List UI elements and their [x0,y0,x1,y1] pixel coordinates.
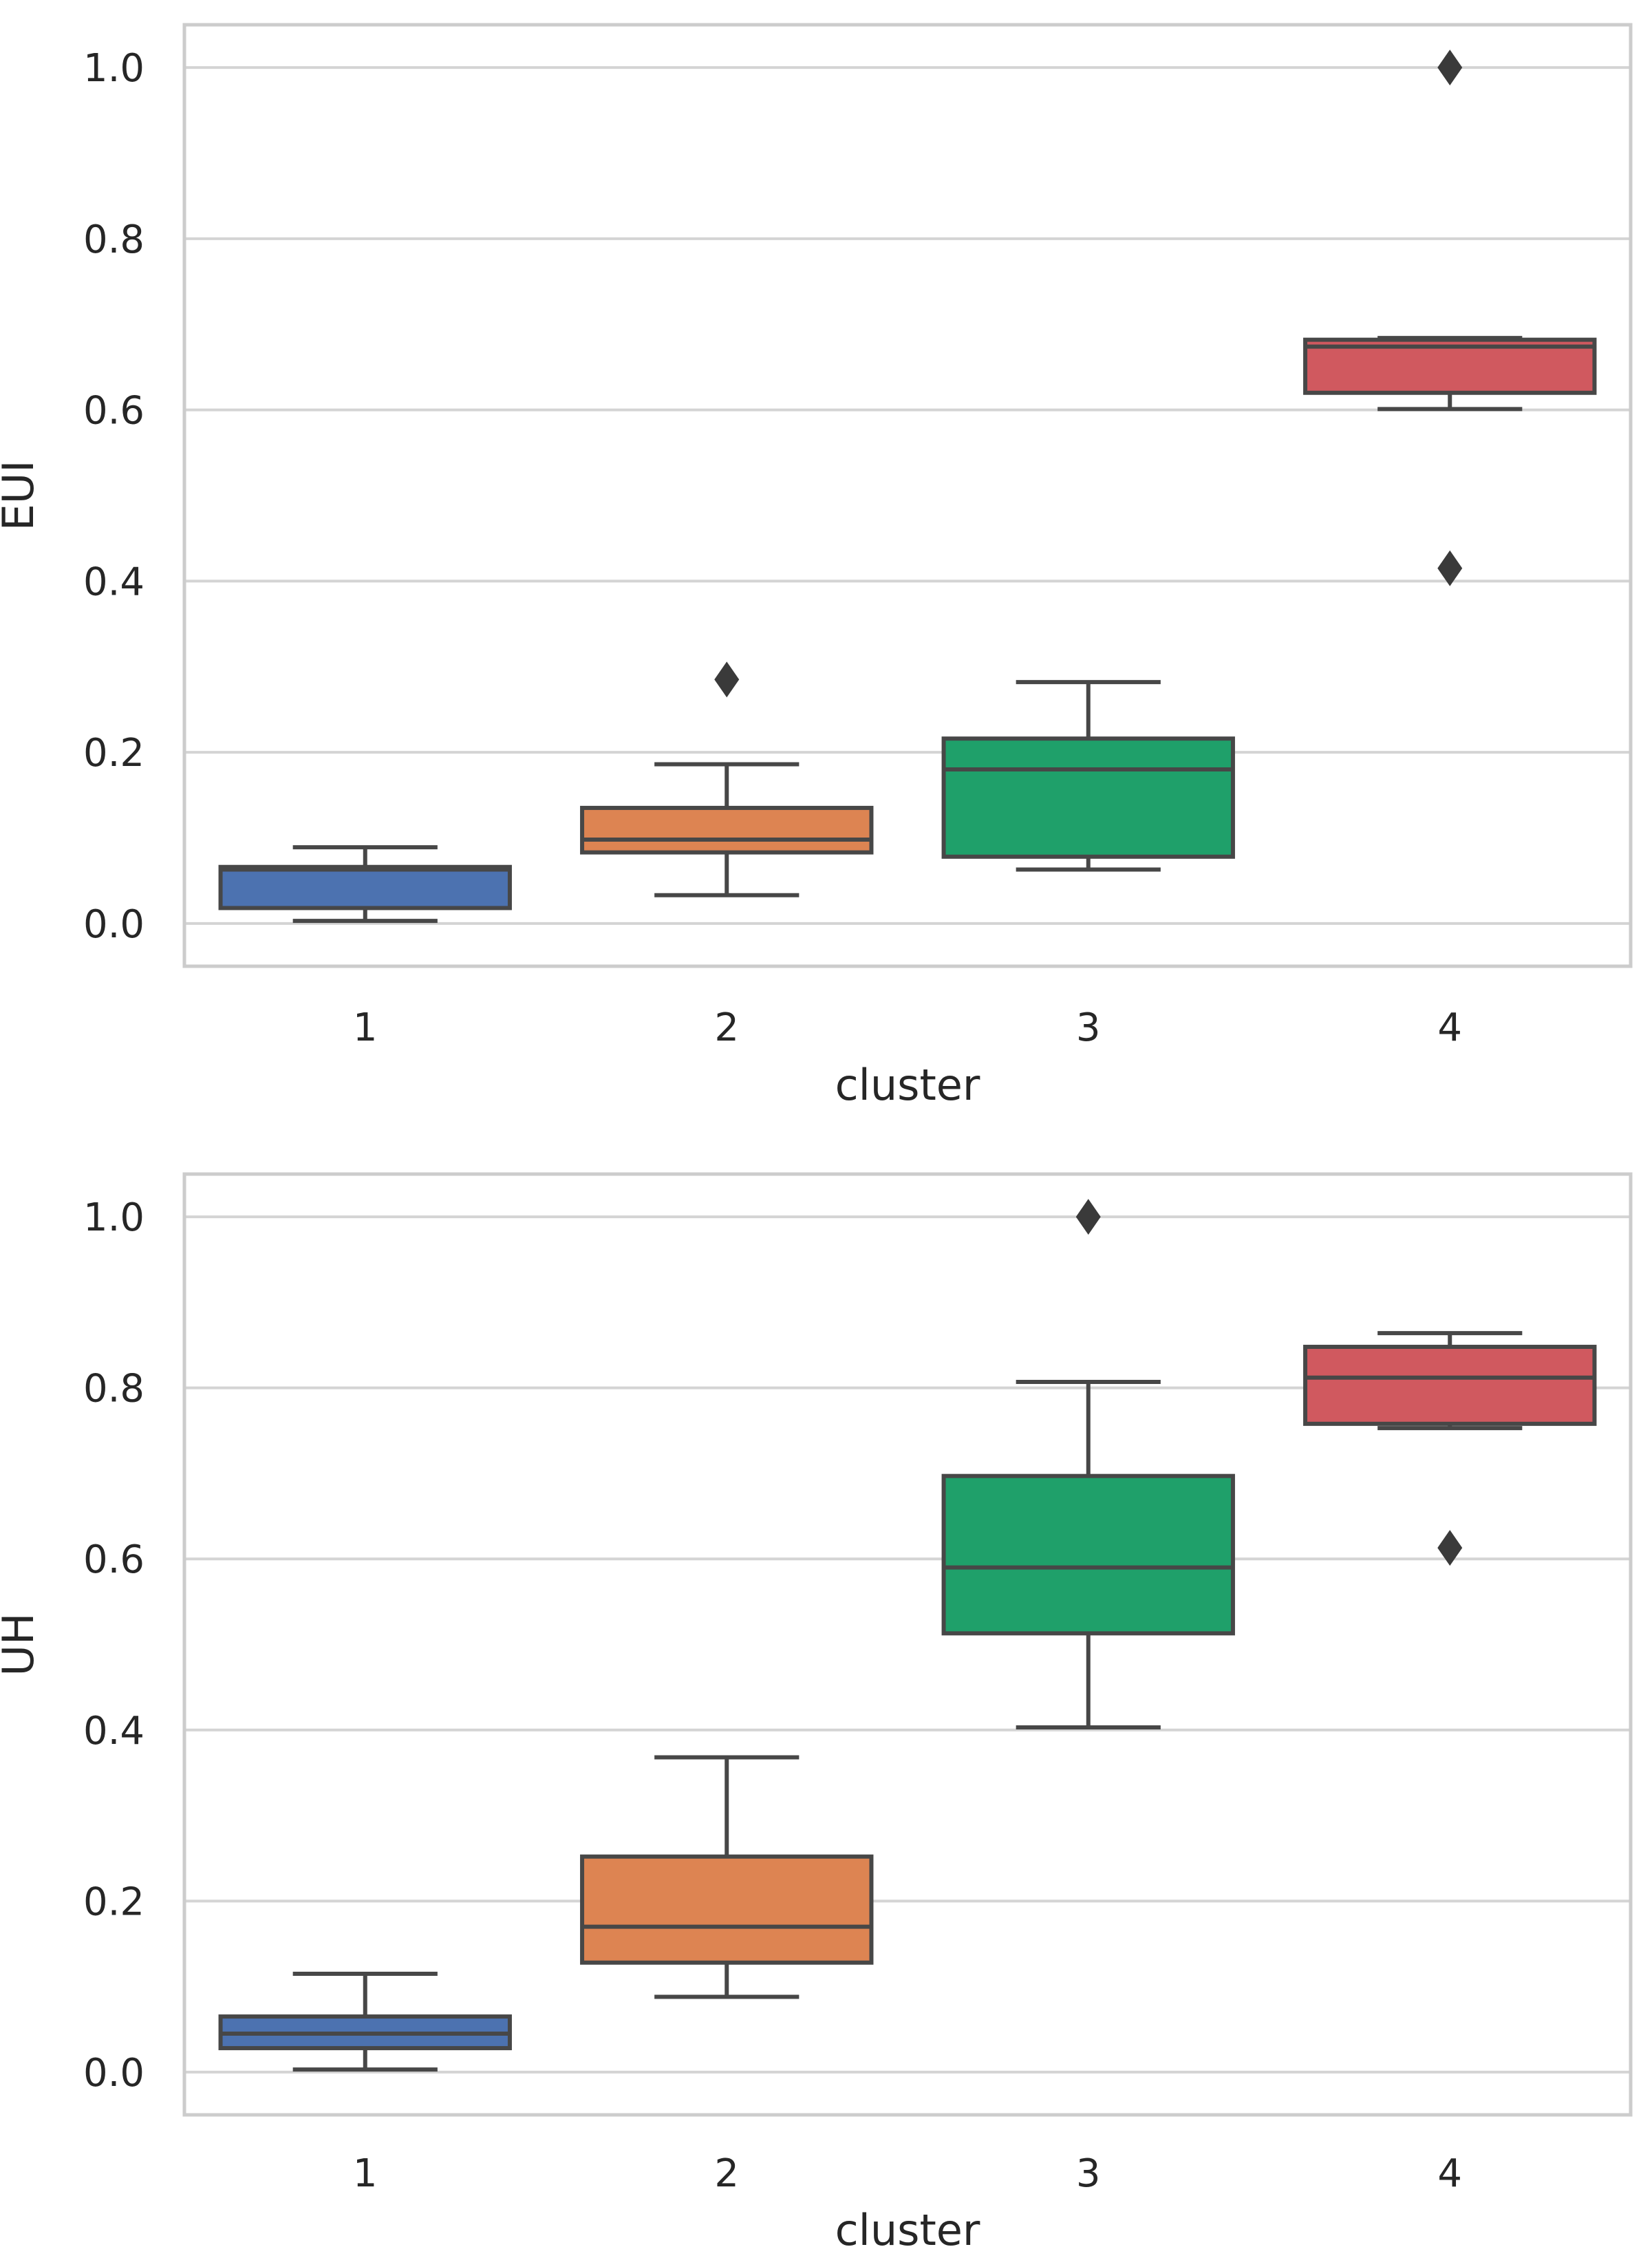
y-tick-label: 0.0 [83,2051,144,2096]
y-axis-label: UH [0,1612,43,1676]
box-cluster-1 [218,845,512,924]
outlier-point [1075,1199,1101,1235]
x-tick-label: 1 [353,1005,378,1050]
box-cluster-1 [218,1971,512,2072]
outlier-point [1437,50,1463,86]
outlier-point [1437,1530,1463,1566]
y-tick-label: 0.4 [83,560,144,604]
box-iqr [941,736,1235,859]
box-cluster-2 [580,661,874,897]
y-tick-label: 0.8 [83,1367,144,1412]
y-tick-label: 0.4 [83,1709,144,1754]
x-tick-label: 4 [1437,1005,1462,1050]
y-tick-label: 0.0 [83,902,144,947]
y-tick-label: 1.0 [83,1195,144,1240]
outlier-point [714,661,740,698]
x-tick-label: 2 [714,1005,739,1050]
x-tick-label: 3 [1076,2151,1101,2196]
y-tick-label: 0.2 [83,731,144,776]
box-iqr [580,805,874,855]
outlier-point [1437,550,1463,586]
box-iqr [1303,1345,1597,1426]
box-cluster-4 [1303,50,1597,586]
box-cluster-3 [941,1199,1235,1730]
box-cluster-4 [1303,1331,1597,1566]
x-axis-label: cluster [835,2205,980,2255]
x-tick-label: 2 [714,2151,739,2196]
x-tick-label: 3 [1076,1005,1101,1050]
y-tick-label: 1.0 [83,46,144,91]
y-tick-label: 0.6 [83,389,144,434]
box-cluster-2 [580,1755,874,1999]
y-tick-label: 0.2 [83,1879,144,1924]
x-tick-label: 4 [1437,2151,1462,2196]
y-tick-label: 0.6 [83,1537,144,1582]
eui-boxplot-panel: 0.0 0.2 0.4 0.6 0.8 1.0 1 2 3 4 cluster EUI [0,23,1633,1110]
box-cluster-3 [941,680,1235,872]
box-iqr [941,1473,1235,1636]
uh-boxplot-panel: 0.0 0.2 0.4 0.6 0.8 1.0 1 2 3 4 cluster UH [0,1172,1633,2255]
x-axis-label: cluster [835,1060,980,1110]
plot-frame [182,1172,1633,2117]
box-iqr [580,1854,874,1965]
y-axis-label: EUI [0,460,43,531]
x-tick-label: 1 [353,2151,378,2196]
box-iqr [218,864,512,910]
y-tick-label: 0.8 [83,217,144,262]
plot-frame [182,23,1633,968]
